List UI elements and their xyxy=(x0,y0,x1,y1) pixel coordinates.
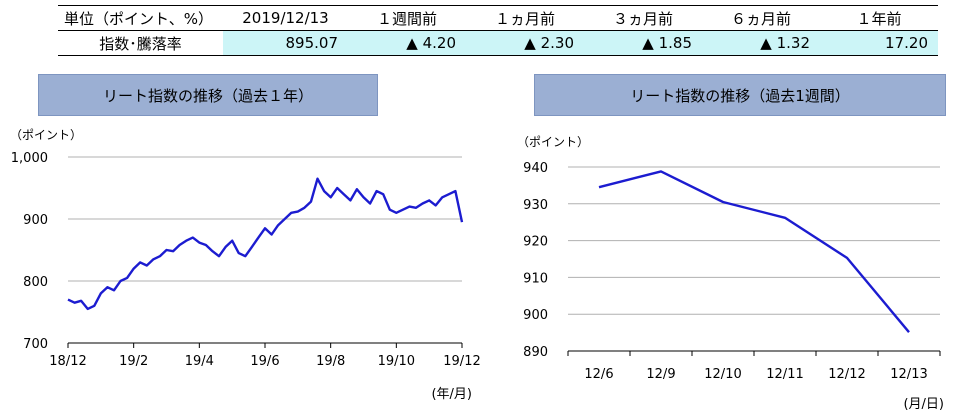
y-tick-label-1year: 1,000 xyxy=(11,151,48,166)
series-line-1week xyxy=(598,170,910,333)
y-tick-label-1year: 800 xyxy=(23,275,48,290)
y-tick-label-1week: 930 xyxy=(523,198,548,213)
chart-title-1week: リート指数の推移（過去1週間） xyxy=(534,74,946,116)
x-tick-label-1year: 19/4 xyxy=(185,354,214,369)
x-unit-label-1year: (年/月) xyxy=(431,387,472,402)
y-tick-label-1week: 890 xyxy=(523,345,548,360)
series-line-1year xyxy=(67,177,464,311)
x-tick-label-1week: 12/11 xyxy=(766,367,803,382)
chart-title-1year: リート指数の推移（過去１年） xyxy=(38,74,378,116)
index-value: 895.07 xyxy=(223,30,348,56)
x-tick-label-1week: 12/13 xyxy=(890,367,927,382)
y-unit-label-1year: （ポイント） xyxy=(10,128,82,142)
y-unit-label-1week: （ポイント） xyxy=(517,135,589,149)
x-tick-label-1year: 19/6 xyxy=(250,354,279,369)
unit-header: 単位（ポイント、%） xyxy=(58,5,223,31)
x-tick-label-1week: 12/9 xyxy=(646,367,675,382)
one-year-change: 17.20 xyxy=(820,30,938,56)
x-tick-label-1year: 19/10 xyxy=(378,354,415,369)
y-tick-label-1week: 900 xyxy=(523,308,548,323)
x-tick-label-1week: 12/6 xyxy=(584,367,613,382)
x-tick-label-1year: 19/8 xyxy=(316,354,345,369)
x-tick-label-1week: 12/12 xyxy=(828,367,865,382)
y-tick-label-1week: 920 xyxy=(523,235,548,250)
six-month-header: ６ヵ月前 xyxy=(702,5,820,31)
summary-header-row: 単位（ポイント、%） 2019/12/13 １週間前 １ヵ月前 ３ヵ月前 ６ヵ月… xyxy=(58,5,938,31)
y-tick-label-1year: 900 xyxy=(23,213,48,228)
one-month-header: １ヵ月前 xyxy=(466,5,584,31)
date-header: 2019/12/13 xyxy=(223,5,348,31)
x-tick-label-1week: 12/10 xyxy=(704,367,741,382)
summary-value-row: 指数･騰落率 895.07 ▲ 4.20 ▲ 2.30 ▲ 1.85 ▲ 1.3… xyxy=(58,30,938,56)
x-unit-label-1week: (月/日) xyxy=(903,397,944,412)
x-tick-label-1year: 19/2 xyxy=(119,354,148,369)
y-tick-label-1year: 700 xyxy=(23,337,48,352)
three-month-change: ▲ 1.85 xyxy=(584,30,702,56)
six-month-change: ▲ 1.32 xyxy=(702,30,820,56)
one-month-change: ▲ 2.30 xyxy=(466,30,584,56)
one-year-header: １年前 xyxy=(820,5,938,31)
one-week-header: １週間前 xyxy=(348,5,466,31)
y-tick-label-1week: 910 xyxy=(523,271,548,286)
row-label: 指数･騰落率 xyxy=(58,30,223,56)
x-tick-label-1year: 19/12 xyxy=(443,354,480,369)
x-tick-label-1year: 18/12 xyxy=(49,354,86,369)
one-week-change: ▲ 4.20 xyxy=(348,30,466,56)
three-month-header: ３ヵ月前 xyxy=(584,5,702,31)
y-tick-label-1week: 940 xyxy=(523,161,548,176)
summary-table: 単位（ポイント、%） 2019/12/13 １週間前 １ヵ月前 ３ヵ月前 ６ヵ月… xyxy=(58,5,938,56)
